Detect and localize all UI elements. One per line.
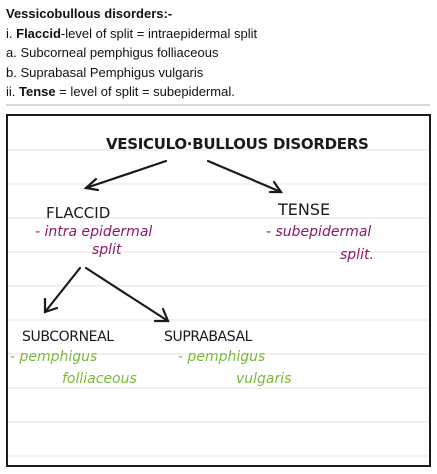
flaccid-desc-line1: - intra epidermal xyxy=(35,224,152,240)
line-suprabasal: b. Suprabasal Pemphigus vulgaris xyxy=(6,64,204,80)
suprabasal-desc-line2: vulgaris xyxy=(236,371,291,387)
tense-desc-line1: - subepidermal xyxy=(266,224,371,240)
handwritten-notes: VESICULO·BULLOUS DISORDERS FLACCID - int… xyxy=(6,114,431,467)
notes-title: VESICULO·BULLOUS DISORDERS xyxy=(106,135,368,153)
arrow-to-subcorneal xyxy=(43,266,82,314)
suprabasal-desc-line1: - pemphigus xyxy=(178,349,265,365)
line-flaccid: i. Flaccid-level of split = intraepiderm… xyxy=(6,25,258,41)
tense-label: TENSE xyxy=(277,200,330,219)
notes-diagram: VESICULO·BULLOUS DISORDERS FLACCID - int… xyxy=(8,135,429,457)
line-subcorneal: a. Subcorneal pemphigus folliaceous xyxy=(6,45,219,60)
flaccid-label: FLACCID xyxy=(46,204,110,222)
subcorneal-desc-line1: - pemphigus xyxy=(10,349,97,365)
suprabasal-label: SUPRABASAL xyxy=(164,329,253,345)
heading: Vessicobullous disorders:- xyxy=(6,6,173,21)
subcorneal-desc-line2: folliaceous xyxy=(62,371,137,387)
tense-desc-line2: split. xyxy=(340,247,374,263)
ruled-lines xyxy=(8,149,429,457)
line-tense: ii. Tense = level of split = subepiderma… xyxy=(6,84,235,99)
document-text: Vessicobullous disorders:- i. Flaccid-le… xyxy=(6,4,432,102)
arrow-to-flaccid xyxy=(83,159,168,192)
divider-rule xyxy=(6,104,430,106)
arrow-to-suprabasal xyxy=(84,266,170,323)
arrow-to-tense xyxy=(206,159,284,194)
subcorneal-label: SUBCORNEAL xyxy=(22,329,114,345)
flaccid-desc-line2: split xyxy=(92,242,122,258)
